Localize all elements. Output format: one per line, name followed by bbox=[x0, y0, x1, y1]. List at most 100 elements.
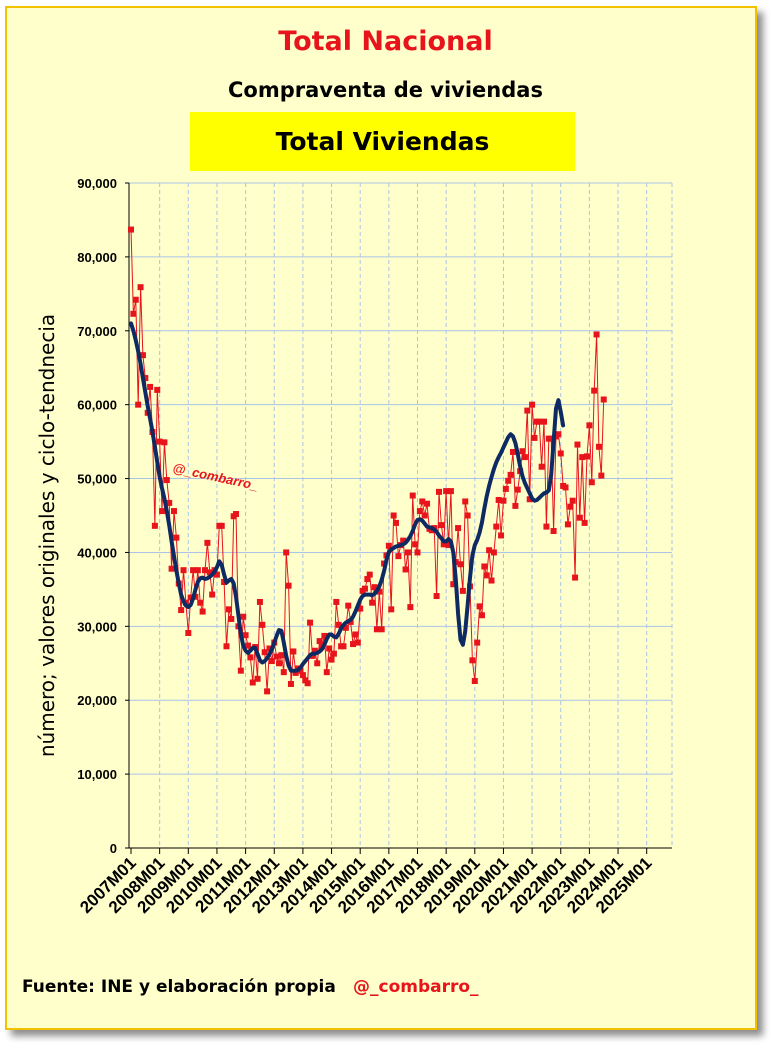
data-point-original bbox=[445, 542, 452, 549]
data-point-original bbox=[266, 645, 273, 652]
data-point-original bbox=[378, 626, 385, 633]
data-point-original bbox=[244, 642, 251, 649]
data-point-original bbox=[478, 612, 485, 619]
data-point-original bbox=[521, 454, 528, 461]
data-point-original bbox=[247, 654, 254, 661]
data-point-original bbox=[404, 549, 411, 556]
data-point-original bbox=[166, 499, 173, 506]
data-point-original bbox=[502, 485, 509, 492]
data-point-original bbox=[474, 639, 481, 646]
data-point-original bbox=[366, 571, 373, 578]
data-point-original bbox=[321, 632, 328, 639]
data-point-original bbox=[151, 522, 158, 529]
data-point-original bbox=[376, 588, 383, 595]
data-point-original bbox=[538, 463, 545, 470]
data-point-original bbox=[242, 632, 249, 639]
y-tick-label: 80,000 bbox=[77, 250, 117, 265]
source-note: Fuente: INE y elaboración propia bbox=[22, 977, 336, 997]
data-point-original bbox=[364, 576, 371, 583]
data-point-original bbox=[314, 660, 321, 667]
data-point-original bbox=[390, 512, 397, 519]
data-point-original bbox=[178, 607, 185, 614]
data-point-original bbox=[414, 549, 421, 556]
data-point-original bbox=[326, 645, 333, 652]
data-point-original bbox=[419, 498, 426, 505]
data-point-original bbox=[455, 525, 462, 532]
data-point-original bbox=[495, 496, 502, 503]
data-point-original bbox=[132, 296, 139, 303]
y-tick-label: 60,000 bbox=[77, 398, 117, 413]
data-point-original bbox=[292, 669, 299, 676]
data-point-original bbox=[297, 667, 304, 674]
data-point-original bbox=[180, 567, 187, 574]
data-point-original bbox=[335, 621, 342, 628]
data-point-original bbox=[323, 669, 330, 676]
data-point-original bbox=[225, 606, 232, 613]
data-point-original bbox=[204, 539, 211, 546]
data-point-original bbox=[311, 647, 318, 654]
data-point-original bbox=[579, 454, 586, 461]
data-point-original bbox=[340, 643, 347, 650]
data-point-original bbox=[185, 629, 192, 636]
data-point-original bbox=[139, 352, 146, 359]
data-point-original bbox=[581, 519, 588, 526]
data-point-original bbox=[591, 387, 598, 394]
data-point-original bbox=[576, 514, 583, 521]
data-point-original bbox=[161, 439, 168, 446]
data-point-original bbox=[137, 284, 144, 291]
data-point-original bbox=[584, 453, 591, 460]
data-point-original bbox=[254, 675, 261, 682]
data-point-original bbox=[598, 472, 605, 479]
data-point-original bbox=[395, 553, 402, 560]
data-point-original bbox=[128, 226, 134, 233]
data-point-original bbox=[342, 624, 349, 631]
data-point-original bbox=[569, 497, 576, 504]
data-point-original bbox=[259, 621, 266, 628]
y-tick-label: 40,000 bbox=[77, 545, 117, 560]
data-point-original bbox=[221, 579, 228, 585]
data-point-original bbox=[249, 679, 256, 686]
y-tick-label: 70,000 bbox=[77, 324, 117, 339]
data-point-original bbox=[550, 528, 557, 535]
data-point-original bbox=[163, 477, 170, 484]
data-point-original bbox=[278, 652, 285, 659]
data-point-original bbox=[500, 497, 507, 504]
data-point-original bbox=[543, 523, 550, 530]
data-point-original bbox=[307, 619, 314, 626]
data-point-original bbox=[498, 532, 505, 539]
data-point-original bbox=[507, 471, 514, 478]
data-point-original bbox=[357, 605, 364, 612]
data-point-original bbox=[345, 602, 352, 609]
data-point-original bbox=[228, 615, 235, 622]
y-tick-label: 50,000 bbox=[77, 472, 117, 487]
data-point-original bbox=[572, 574, 579, 581]
data-point-original bbox=[316, 638, 323, 645]
data-point-original bbox=[170, 508, 177, 515]
data-point-original bbox=[388, 606, 395, 613]
data-point-original bbox=[142, 375, 149, 382]
data-point-original bbox=[237, 667, 244, 674]
data-point-original bbox=[416, 508, 423, 515]
y-axis-label: número; valores originales y ciclo-tendn… bbox=[35, 314, 59, 757]
data-point-original bbox=[469, 657, 476, 664]
data-point-original bbox=[488, 577, 495, 584]
page-title: Total Nacional bbox=[278, 26, 493, 57]
chart-subtitle: Compraventa de viviendas bbox=[228, 78, 543, 102]
data-point-original bbox=[462, 498, 469, 505]
data-point-original bbox=[371, 584, 378, 591]
data-point-original bbox=[505, 477, 512, 484]
data-point-original bbox=[447, 488, 454, 495]
y-tick-label: 90,000 bbox=[77, 176, 117, 191]
data-point-original bbox=[481, 563, 488, 570]
data-point-original bbox=[287, 680, 294, 687]
data-point-original bbox=[450, 581, 457, 588]
data-point-original bbox=[440, 541, 447, 548]
data-point-original bbox=[567, 503, 574, 510]
data-point-original bbox=[464, 512, 471, 519]
data-point-original bbox=[531, 434, 538, 441]
data-point-original bbox=[159, 508, 166, 515]
series-original-line bbox=[130, 229, 605, 692]
data-point-original bbox=[595, 443, 602, 450]
data-point-original bbox=[168, 565, 175, 572]
data-point-original bbox=[490, 549, 497, 556]
